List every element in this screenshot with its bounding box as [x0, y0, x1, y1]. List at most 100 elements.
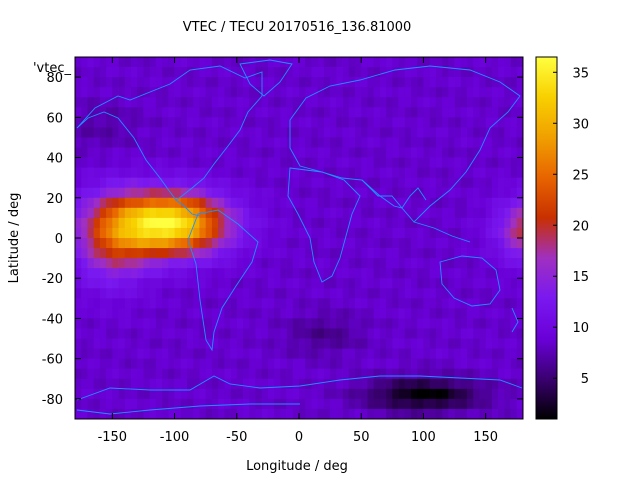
heatmap-cell	[155, 167, 163, 179]
heatmap-cell	[124, 177, 132, 189]
heatmap-cell	[112, 67, 119, 78]
heatmap-cell	[75, 268, 82, 279]
heatmap-cell	[342, 278, 350, 289]
heatmap-cell	[180, 328, 188, 339]
heatmap-cell	[510, 388, 518, 400]
heatmap-cell	[180, 278, 188, 289]
heatmap-cell	[392, 87, 399, 98]
heatmap-cell	[467, 97, 474, 108]
heatmap-cell	[317, 127, 325, 138]
heatmap-cell	[330, 248, 337, 259]
heatmap-cell	[317, 97, 325, 108]
heatmap-cell	[435, 57, 443, 68]
heatmap-cell	[137, 288, 144, 299]
heatmap-cell	[417, 177, 424, 189]
heatmap-cell	[367, 157, 375, 169]
heatmap-cell	[112, 368, 119, 380]
heatmap-cell	[236, 278, 244, 289]
heatmap-cell	[118, 358, 126, 370]
heatmap-cell	[373, 147, 381, 158]
heatmap-cell	[485, 57, 493, 68]
heatmap-cell	[143, 187, 151, 199]
heatmap-cell	[249, 67, 256, 78]
heatmap-cell	[280, 207, 287, 219]
heatmap-cell	[199, 217, 207, 229]
heatmap-cell	[454, 177, 462, 189]
heatmap-cell	[93, 217, 101, 229]
heatmap-cell	[218, 97, 225, 108]
heatmap-cell	[143, 298, 151, 309]
heatmap-cell	[286, 348, 294, 360]
heatmap-cell	[379, 408, 387, 420]
heatmap-cell	[112, 207, 119, 219]
heatmap-cell	[236, 127, 244, 138]
heatmap-cell	[224, 298, 231, 309]
heatmap-cell	[280, 87, 287, 98]
heatmap-cell	[361, 107, 368, 118]
heatmap-cell	[317, 328, 325, 339]
heatmap-cell	[267, 217, 275, 229]
heatmap-cell	[467, 197, 474, 209]
heatmap-cell	[255, 298, 263, 309]
heatmap-cell	[404, 227, 412, 239]
heatmap-cell	[504, 398, 511, 410]
heatmap-cell	[299, 338, 306, 350]
heatmap-cell	[448, 127, 455, 138]
heatmap-cell	[454, 117, 462, 128]
heatmap-cell	[330, 398, 337, 410]
heatmap-cell	[143, 328, 151, 339]
heatmap-cell	[386, 187, 393, 199]
heatmap-cell	[417, 77, 424, 88]
heatmap-cell	[131, 278, 138, 289]
heatmap-cell	[205, 308, 213, 319]
heatmap-cell	[286, 308, 294, 319]
heatmap-cell	[516, 328, 524, 339]
heatmap-cell	[255, 358, 263, 370]
heatmap-cell	[280, 177, 287, 189]
heatmap-cell	[491, 177, 499, 189]
heatmap-cell	[361, 57, 368, 68]
heatmap-cell	[417, 67, 424, 78]
heatmap-cell	[423, 388, 431, 400]
heatmap-cell	[280, 127, 287, 138]
heatmap-cell	[429, 368, 437, 380]
heatmap-cell	[336, 368, 343, 380]
heatmap-cell	[180, 67, 188, 78]
heatmap-cell	[218, 238, 225, 249]
heatmap-cell	[87, 197, 95, 209]
heatmap-cell	[230, 308, 238, 319]
heatmap-cell	[404, 318, 412, 329]
heatmap-cell	[137, 318, 144, 329]
heatmap-cell	[75, 298, 82, 309]
heatmap-cell	[367, 217, 375, 229]
heatmap-cell	[205, 298, 213, 309]
colorbar-tick-label: 35	[572, 66, 589, 81]
heatmap-cell	[118, 288, 126, 299]
heatmap-cell	[317, 388, 325, 400]
heatmap-cell	[361, 338, 368, 350]
heatmap-cell	[417, 298, 424, 309]
heatmap-cell	[330, 157, 337, 169]
heatmap-cell	[460, 207, 468, 219]
heatmap-cell	[423, 408, 431, 420]
heatmap-cell	[317, 348, 325, 360]
heatmap-cell	[361, 288, 368, 299]
heatmap-cell	[205, 187, 213, 199]
heatmap-cell	[504, 167, 511, 179]
heatmap-cell	[386, 227, 393, 239]
heatmap-cell	[106, 398, 113, 410]
heatmap-cell	[162, 308, 169, 319]
heatmap-cell	[205, 388, 213, 400]
heatmap-cell	[162, 388, 169, 400]
heatmap-cell	[168, 288, 175, 299]
heatmap-cell	[180, 368, 188, 380]
heatmap-cell	[230, 388, 238, 400]
heatmap-cell	[118, 328, 126, 339]
heatmap-cell	[404, 57, 412, 68]
heatmap-cell	[510, 238, 518, 249]
heatmap-cell	[330, 127, 337, 138]
heatmap-cell	[205, 197, 213, 209]
heatmap-cell	[491, 97, 499, 108]
heatmap-cell	[423, 318, 431, 329]
heatmap-cell	[460, 97, 468, 108]
